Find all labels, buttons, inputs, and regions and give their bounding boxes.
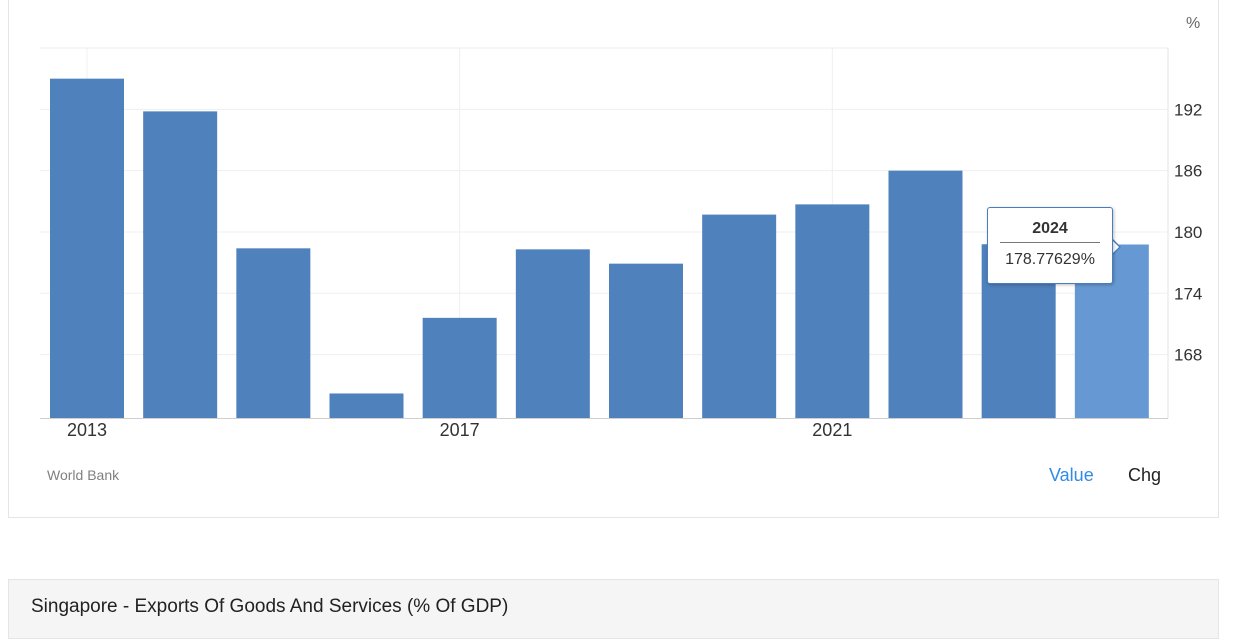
source-label: World Bank (47, 467, 120, 483)
y-tick-label: 168 (1174, 346, 1202, 365)
bar-2022 (888, 170, 963, 418)
bar-2014 (143, 111, 218, 418)
tooltip-year: 2024 (1032, 220, 1068, 237)
bar-2021 (795, 204, 870, 418)
bar-2019 (609, 263, 683, 418)
y-tick-label: 174 (1174, 284, 1202, 303)
bar-2016 (329, 393, 404, 418)
bar-2013 (50, 78, 124, 418)
bar-2017 (422, 317, 497, 418)
bar-2018 (515, 249, 590, 418)
x-tick-label: 2017 (440, 420, 480, 440)
y-unit-label: % (1186, 15, 1200, 32)
chart-tooltip: 2024 178.77629% (987, 207, 1113, 284)
indicator-title: Singapore - Exports Of Goods And Service… (31, 596, 509, 617)
chg-mode-button[interactable]: Chg (1128, 465, 1162, 485)
y-tick-label: 192 (1174, 100, 1202, 119)
tooltip-divider (1000, 242, 1100, 243)
bar-2020 (702, 214, 777, 418)
x-tick-label: 2013 (67, 420, 107, 440)
y-tick-label: 186 (1174, 162, 1202, 181)
bar-chart: 168 174 180 186 192% 2013 2017 2021 (40, 15, 1202, 440)
indicator-title-bar: Singapore - Exports Of Goods And Service… (8, 579, 1219, 639)
tooltip-pointer-fill (1111, 239, 1119, 255)
x-tick-label: 2021 (812, 420, 852, 440)
bar-2015 (236, 248, 311, 418)
tooltip-value: 178.77629% (1005, 251, 1095, 268)
y-tick-label: 180 (1174, 223, 1202, 242)
value-mode-button[interactable]: Value (1049, 465, 1094, 485)
